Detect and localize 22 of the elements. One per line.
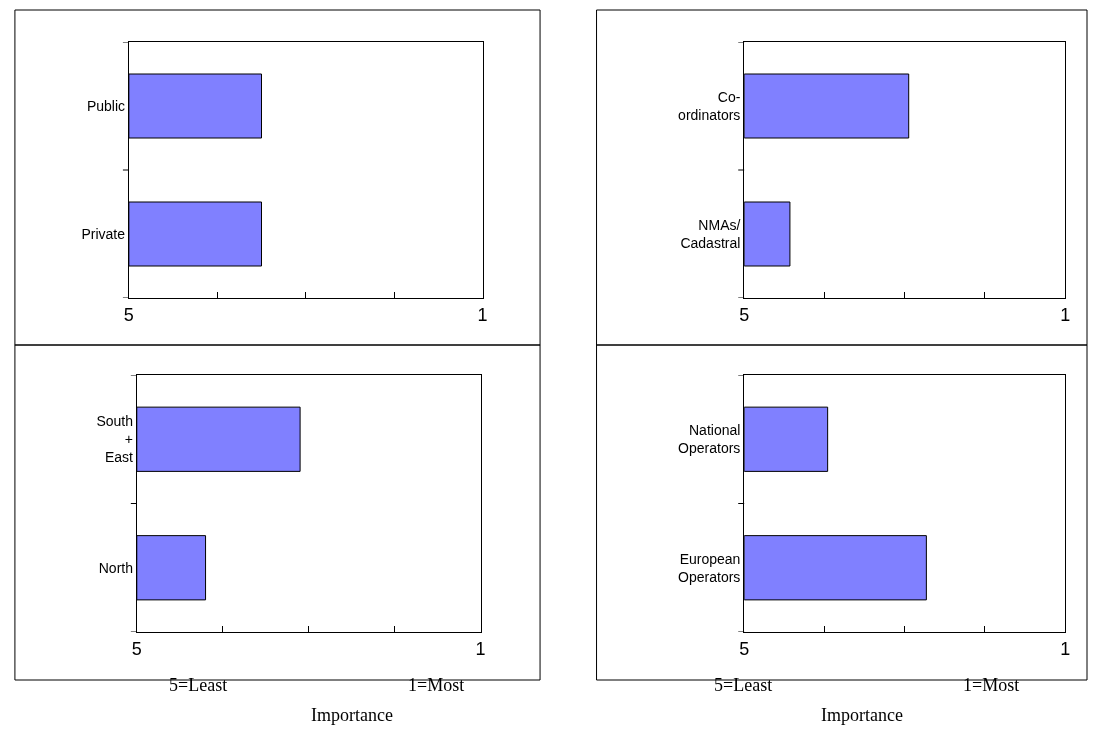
x-axis-title: Importance <box>311 705 393 725</box>
y-tick-label: Co-ordinators <box>678 88 741 123</box>
x-tick-label: 5 <box>739 638 750 659</box>
y-tick-label: Public <box>86 97 126 114</box>
y-tick-label: North <box>98 559 133 576</box>
y-tick-label: NMAs/ Cadastral <box>680 216 741 251</box>
y-tick-label: Private <box>81 225 126 242</box>
x-axis-title: Importance <box>821 705 903 725</box>
x-tick-label: 1 <box>477 304 488 325</box>
x-tick-label: 5 <box>131 638 142 659</box>
text: 5=Least <box>714 675 773 695</box>
x-tick-label: 1 <box>475 638 486 659</box>
x-tick-label: 5 <box>739 304 750 325</box>
y-tick-label: South + East <box>96 412 134 466</box>
text: 1=Most <box>963 675 1020 695</box>
text: 1=Most <box>408 675 465 695</box>
x-tick-label: 5 <box>123 304 134 325</box>
x-tick-label: 1 <box>1060 638 1071 659</box>
y-tick-label: National Operators <box>678 422 741 457</box>
text: 5=Least <box>169 675 228 695</box>
x-tick-label: 1 <box>1060 304 1071 325</box>
y-tick-label: European Operators <box>678 550 741 585</box>
